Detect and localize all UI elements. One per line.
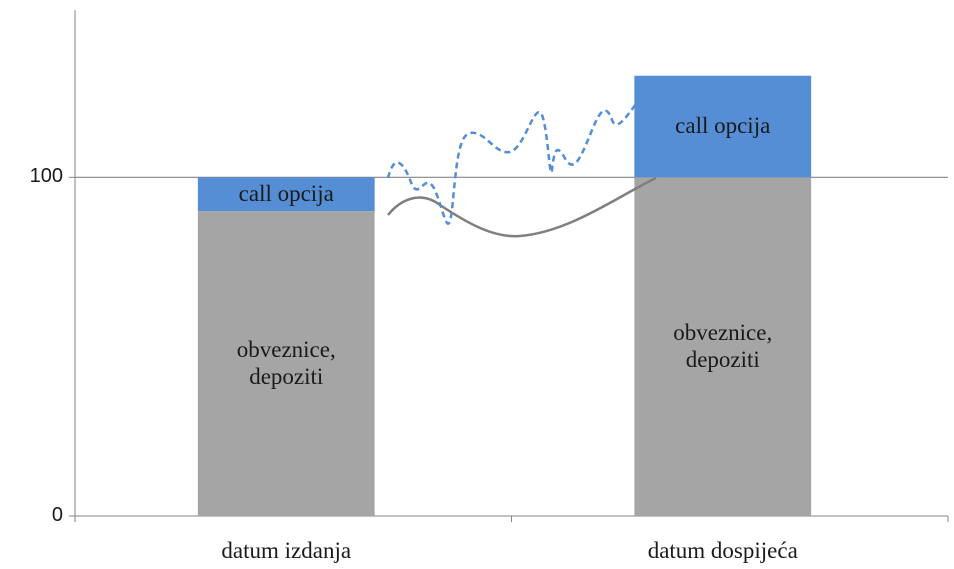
bar-segment [634,75,812,178]
segment-label: call opcija [675,113,771,139]
segment-label: obveznice, depoziti [236,337,336,389]
y-tick-label: 100 [29,165,63,188]
segment-label: obveznice, depoziti [673,320,773,372]
bar-segment [634,177,812,517]
bar-segment [197,211,375,516]
bar-segment [197,177,375,212]
segment-label: call opcija [238,181,334,207]
x-tick-label: datum dospijeća [647,538,798,563]
x-tick-label: datum izdanja [221,538,352,563]
illustrative-dashed-curve [386,76,657,225]
illustrative-curve [387,176,657,238]
y-tick-label: 0 [51,504,63,526]
